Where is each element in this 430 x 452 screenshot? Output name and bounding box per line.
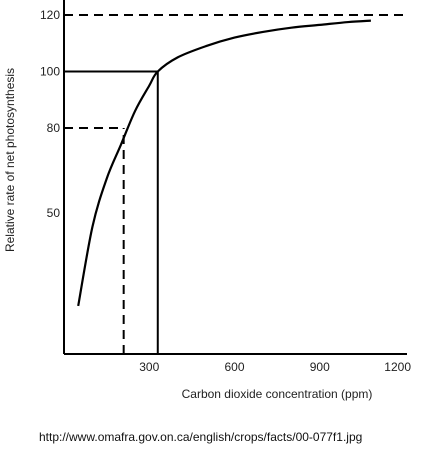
x-axis-label: Carbon dioxide concentration (ppm)	[182, 387, 373, 401]
axes	[63, 0, 407, 355]
photosynthesis-chart: 50 80 100 120 300 600 900 1200 Carbon dioxide c…	[3, 0, 411, 401]
y-tick-label: 100	[40, 65, 60, 79]
x-tick-label: 600	[224, 360, 244, 374]
curve-layer	[77, 19, 371, 307]
y-tick-label: 80	[47, 121, 61, 135]
y-tick-label: 50	[47, 206, 61, 220]
reference-lines	[64, 14, 405, 354]
y-tick-label: 120	[40, 8, 60, 22]
source-url: http://www.omafra.gov.on.ca/english/crop…	[39, 430, 363, 444]
x-tick-label: 900	[310, 360, 330, 374]
y-axis-label: Relative rate of net photosynthesis	[3, 68, 17, 252]
x-tick-label: 300	[139, 360, 159, 374]
series-line-0	[77, 19, 371, 307]
x-tick-label: 1200	[384, 360, 411, 374]
tick-labels: 50 80 100 120 300 600 900 1200	[40, 8, 411, 374]
